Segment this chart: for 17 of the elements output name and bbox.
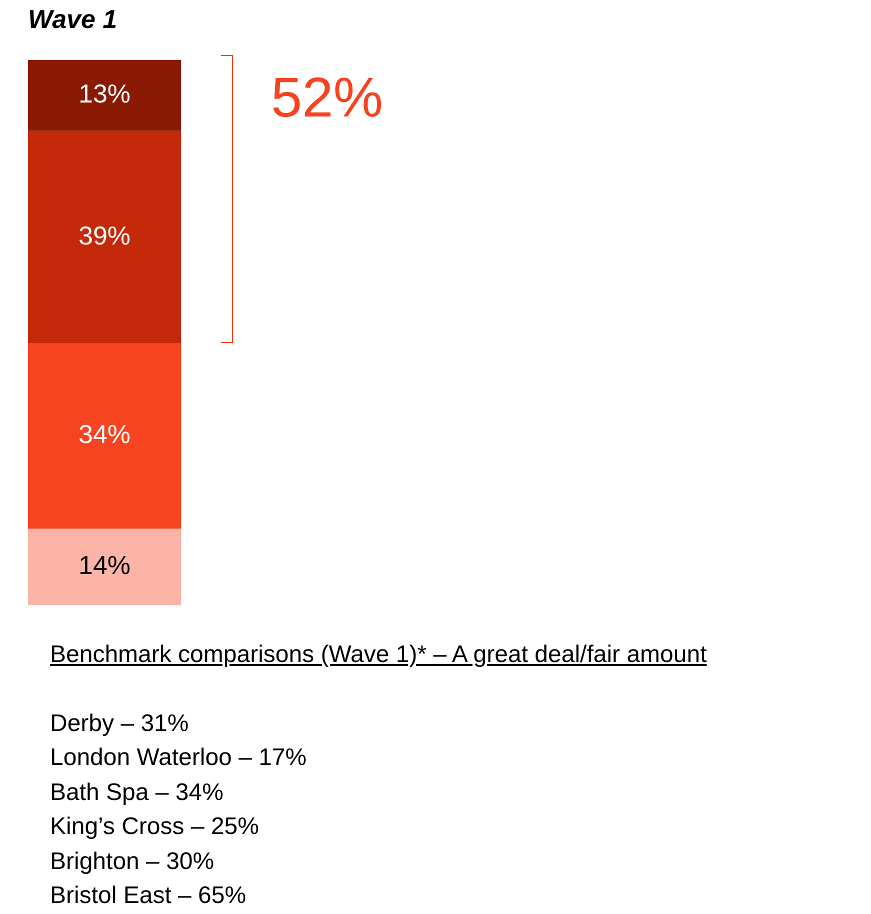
text: Derby – 31% xyxy=(50,708,190,738)
text: Brighton – 30% xyxy=(50,846,216,876)
bar xyxy=(28,528,181,605)
chart-title: Wave 1 xyxy=(28,4,118,35)
text: Bristol East – 65% xyxy=(50,881,248,911)
bar xyxy=(28,60,181,131)
data-label: 13% xyxy=(78,78,131,109)
text: London Waterloo – 17% xyxy=(50,743,308,773)
data-label: 14% xyxy=(78,550,131,580)
text: Benchmark comparisons (Wave 1)* – A great deal/fair amount xyxy=(50,640,707,670)
text: 52% xyxy=(271,65,384,128)
bar xyxy=(28,130,181,344)
bar xyxy=(28,343,181,529)
text: King’s Cross – 25% xyxy=(50,812,260,842)
data-label: 39% xyxy=(78,220,131,250)
text: Bath Spa – 34% xyxy=(50,778,224,808)
data-label: 34% xyxy=(78,419,131,450)
